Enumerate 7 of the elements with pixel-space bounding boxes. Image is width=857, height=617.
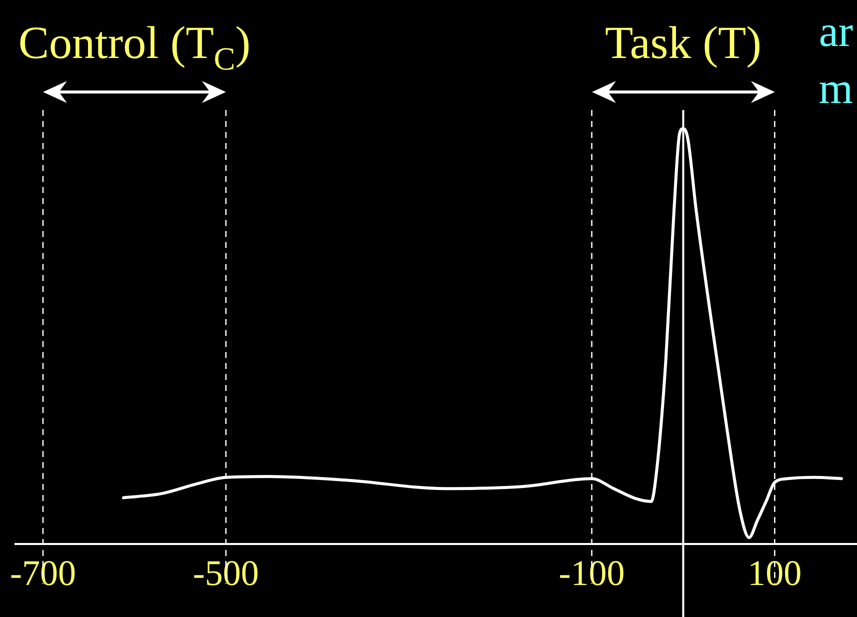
text: m	[818, 64, 853, 113]
x-tick-label: -500	[192, 552, 259, 593]
text: Task (T)	[605, 17, 762, 68]
x-tick-label: 100	[748, 552, 802, 593]
x-tick-label: -700	[10, 552, 76, 593]
text: ar	[818, 7, 854, 56]
x-tick-label: -100	[558, 552, 625, 593]
